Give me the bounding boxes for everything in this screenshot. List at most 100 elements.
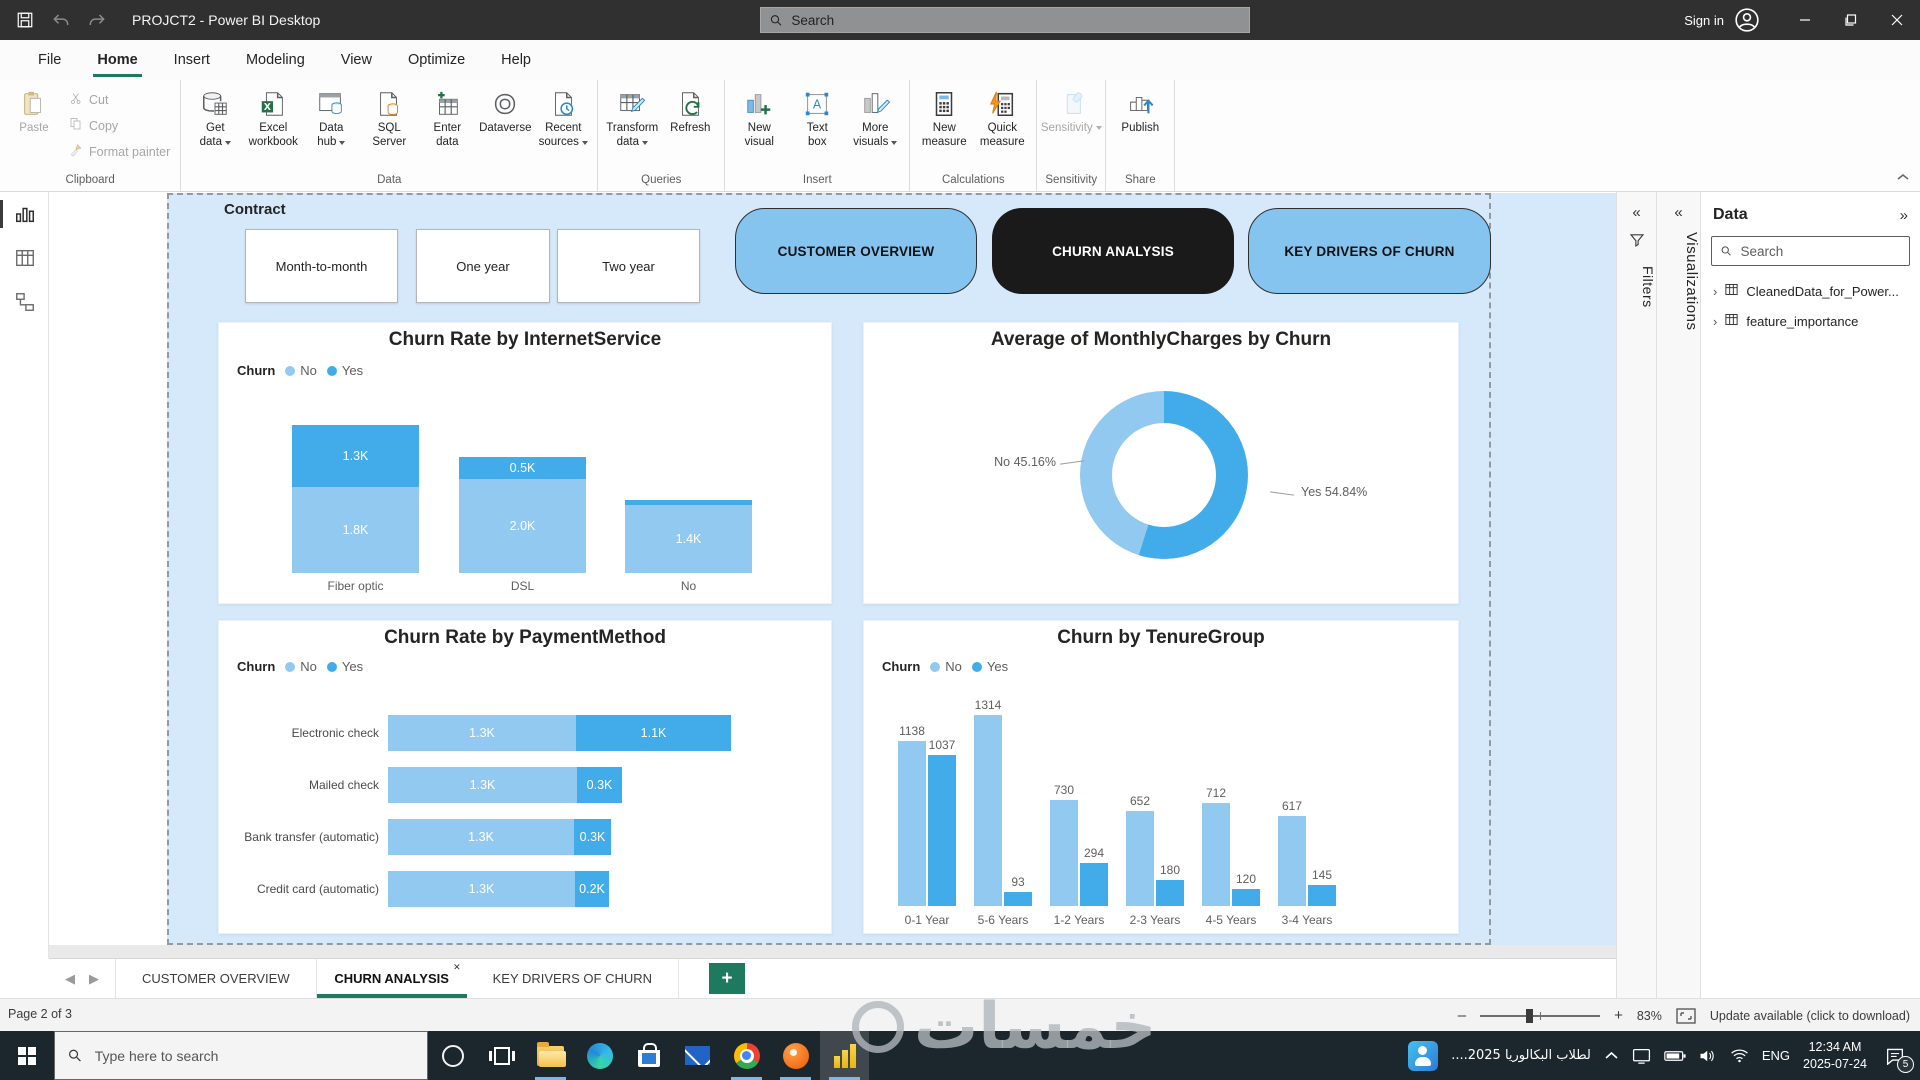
volume-icon[interactable] xyxy=(1699,1048,1717,1064)
close-button[interactable] xyxy=(1874,0,1920,40)
redo-icon[interactable] xyxy=(86,9,108,31)
nav-button-customer-overview[interactable]: CUSTOMER OVERVIEW xyxy=(735,208,977,294)
slicer-option-one-year[interactable]: One year xyxy=(416,229,550,303)
nav-button-churn-analysis[interactable]: CHURN ANALYSIS xyxy=(992,208,1234,294)
bar-segment-yes[interactable] xyxy=(625,500,752,505)
menu-tab-help[interactable]: Help xyxy=(501,52,531,68)
wifi-icon[interactable] xyxy=(1730,1048,1749,1063)
taskbar-search-input[interactable] xyxy=(92,1046,415,1065)
tablet-mode-icon[interactable] xyxy=(1632,1048,1651,1064)
bar-segment-yes[interactable]: 0.5K xyxy=(459,457,586,479)
legend-item-yes[interactable]: Yes xyxy=(326,363,363,378)
battery-icon[interactable] xyxy=(1664,1049,1686,1063)
filters-panel-label[interactable]: Filters xyxy=(1640,266,1656,308)
taskbar-app-cortana[interactable] xyxy=(428,1031,477,1080)
taskbar-app-file-explorer[interactable] xyxy=(526,1031,575,1080)
report-view-button[interactable] xyxy=(0,192,49,236)
bar-yes[interactable] xyxy=(1232,889,1260,906)
taskbar-app-power-bi[interactable] xyxy=(820,1031,869,1080)
expand-filters-icon[interactable]: « xyxy=(1632,204,1641,221)
bar-segment-no[interactable]: 1.3K xyxy=(388,767,577,803)
cut-button[interactable]: Cut xyxy=(64,88,174,111)
zoom-slider-handle[interactable] xyxy=(1525,1008,1533,1023)
copy-button[interactable]: Copy xyxy=(64,114,174,137)
taskbar-app-avast[interactable] xyxy=(771,1031,820,1080)
bar-segment-no[interactable]: 1.8K xyxy=(292,487,419,573)
more-visuals-button[interactable]: More visuals xyxy=(847,84,903,150)
titlebar-search[interactable] xyxy=(760,7,1250,33)
taskbar-app-task-view[interactable] xyxy=(477,1031,526,1080)
menu-tab-optimize[interactable]: Optimize xyxy=(407,52,466,68)
format-painter-button[interactable]: Format painter xyxy=(64,140,174,163)
get-data-button[interactable]: Get data xyxy=(187,84,243,150)
bar-yes[interactable] xyxy=(1004,892,1032,906)
table-view-button[interactable] xyxy=(0,236,49,280)
quick-measure-button[interactable]: Quick measure xyxy=(974,84,1030,150)
data-table-item[interactable]: › CleanedData_for_Power... xyxy=(1701,276,1920,306)
publish-button[interactable]: Publish xyxy=(1112,84,1168,135)
collapse-ribbon-icon[interactable] xyxy=(1896,169,1910,187)
menu-tab-view[interactable]: View xyxy=(340,52,372,68)
page-tab-churn-analysis[interactable]: CHURN ANALYSIS ✕ xyxy=(316,959,467,998)
taskbar-clock[interactable]: 12:34 AM 2025-07-24 xyxy=(1803,1039,1867,1072)
bar-no[interactable] xyxy=(974,715,1002,906)
tab-scroll-left-icon[interactable]: ◀ xyxy=(65,970,75,986)
language-indicator[interactable]: ENG xyxy=(1761,1048,1791,1063)
data-search-input[interactable] xyxy=(1738,242,1901,260)
update-available-link[interactable]: Update available (click to download) xyxy=(1709,1008,1910,1023)
excel-workbook-button[interactable]: X Excel workbook xyxy=(245,84,301,150)
bar-no[interactable] xyxy=(1126,811,1154,906)
legend-item-yes[interactable]: Yes xyxy=(971,659,1008,674)
fit-to-page-icon[interactable] xyxy=(1676,1007,1696,1024)
start-button[interactable] xyxy=(0,1031,54,1080)
taskbar-search-box[interactable] xyxy=(54,1031,428,1080)
menu-tab-insert[interactable]: Insert xyxy=(173,52,210,68)
new-page-button[interactable]: + xyxy=(709,963,746,994)
action-center-icon[interactable]: 5 xyxy=(1880,1041,1914,1073)
visualizations-panel-label[interactable]: Visualizations xyxy=(1683,232,1700,331)
expand-chevron-icon[interactable]: › xyxy=(1713,283,1718,299)
save-icon[interactable] xyxy=(14,9,36,31)
nav-button-key-drivers-of-churn[interactable]: KEY DRIVERS OF CHURN xyxy=(1248,208,1491,294)
zoom-in-button[interactable]: + xyxy=(1614,1007,1623,1024)
bar-yes[interactable] xyxy=(928,755,956,906)
bar-segment-no[interactable]: 1.3K xyxy=(388,819,574,855)
recent-sources-button[interactable]: Recent sources xyxy=(535,84,591,150)
titlebar-search-input[interactable] xyxy=(789,11,1241,29)
slicer-option-two-year[interactable]: Two year xyxy=(557,229,700,303)
donut-chart[interactable] xyxy=(1080,391,1248,559)
bar-no[interactable] xyxy=(1278,816,1306,906)
new-measure-button[interactable]: New measure xyxy=(916,84,972,150)
model-view-button[interactable] xyxy=(0,280,49,324)
taskbar-app-store[interactable] xyxy=(624,1031,673,1080)
sql-server-button[interactable]: SQL Server xyxy=(361,84,417,150)
minimize-button[interactable] xyxy=(1782,0,1828,40)
legend-item-no[interactable]: No xyxy=(285,363,317,378)
account-avatar-icon[interactable] xyxy=(1734,7,1760,33)
bar-segment-yes[interactable]: 0.3K xyxy=(577,767,622,803)
taskbar-app-edge[interactable] xyxy=(575,1031,624,1080)
menu-tab-home[interactable]: Home xyxy=(81,44,153,77)
dataverse-button[interactable]: Dataverse xyxy=(477,84,533,135)
data-table-item[interactable]: › feature_importance xyxy=(1701,306,1920,336)
page-tab-customer-overview[interactable]: CUSTOMER OVERVIEW xyxy=(116,959,317,998)
bar-segment-no[interactable]: 2.0K xyxy=(459,479,586,573)
expand-visualizations-icon[interactable]: « xyxy=(1674,204,1683,221)
legend-item-no[interactable]: No xyxy=(930,659,962,674)
close-page-icon[interactable]: ✕ xyxy=(453,962,461,972)
collapse-data-panel-icon[interactable]: » xyxy=(1899,206,1908,224)
bar-segment-yes[interactable]: 0.2K xyxy=(575,871,609,907)
zoom-slider[interactable] xyxy=(1480,1008,1601,1023)
taskbar-app-chrome[interactable] xyxy=(722,1031,771,1080)
slicer-option-month-to-month[interactable]: Month-to-month xyxy=(245,229,398,303)
bar-no[interactable] xyxy=(1050,800,1078,906)
legend-item-no[interactable]: No xyxy=(285,659,317,674)
tray-app-icon[interactable] xyxy=(1408,1040,1439,1071)
sensitivity-button[interactable]: Sensitivity xyxy=(1041,84,1102,135)
menu-tab-file[interactable]: File xyxy=(38,52,62,68)
bar-yes[interactable] xyxy=(1080,863,1108,906)
bar-segment-no[interactable]: 1.4K xyxy=(625,505,752,573)
bar-yes[interactable] xyxy=(1156,880,1184,906)
expand-chevron-icon[interactable]: › xyxy=(1713,313,1718,329)
bar-segment-yes[interactable]: 1.3K xyxy=(292,425,419,487)
